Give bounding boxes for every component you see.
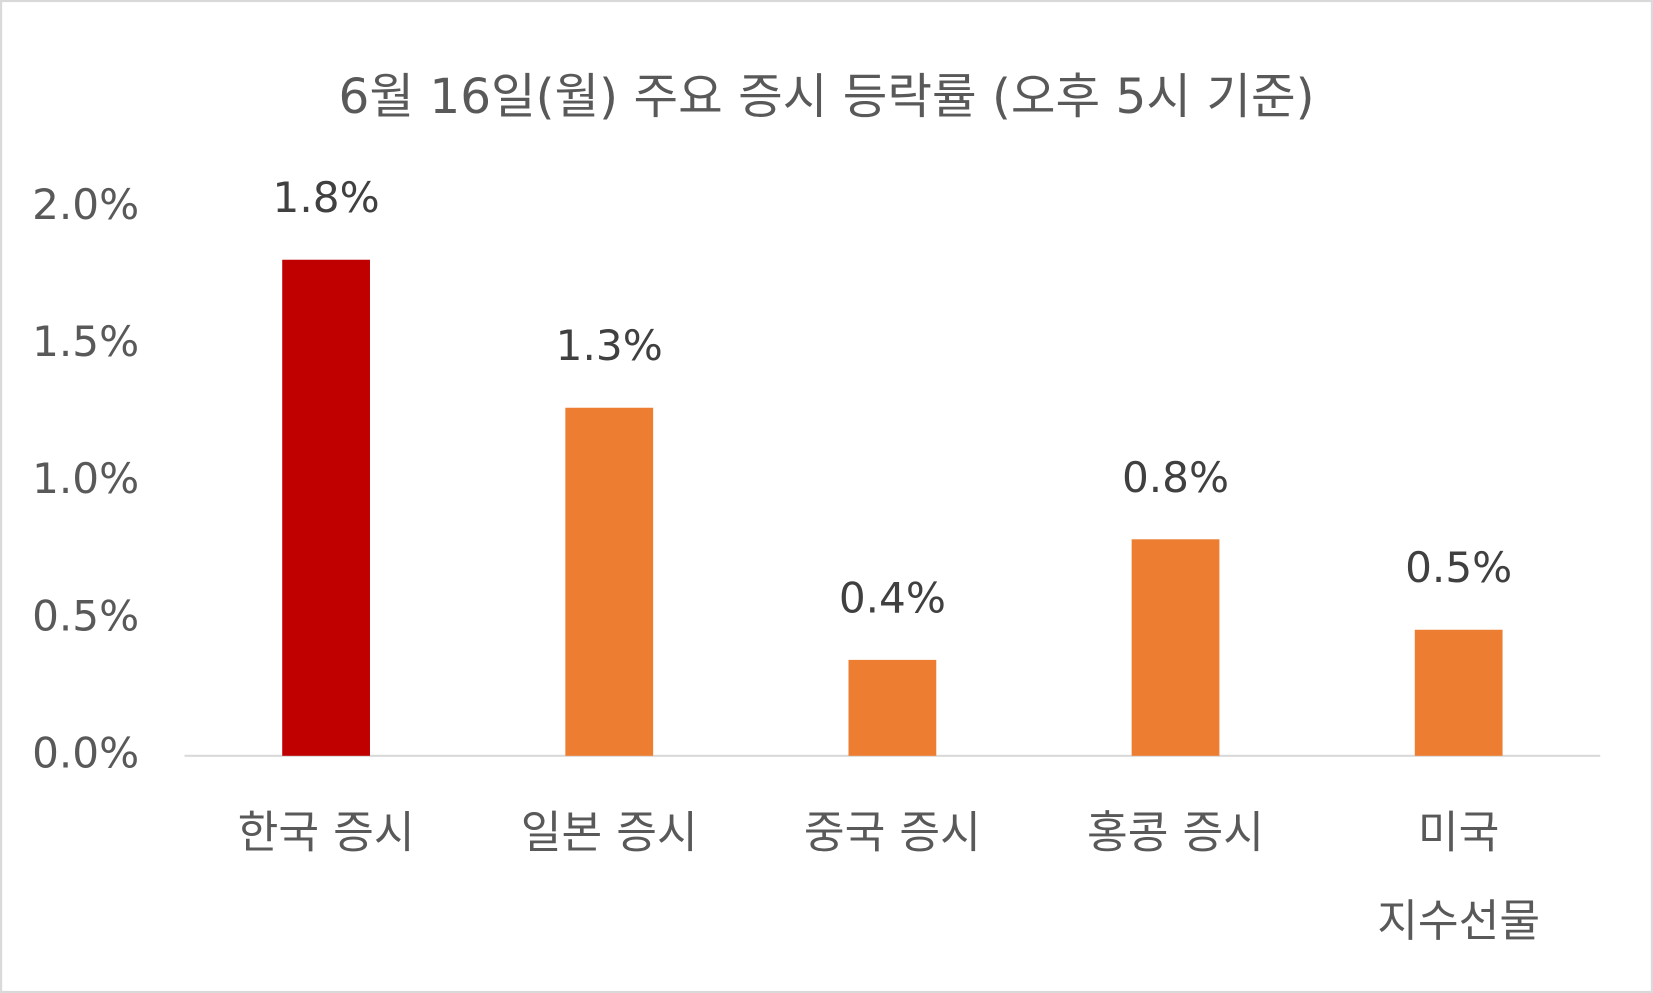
y-tick-label: 1.0% <box>32 454 139 503</box>
chart-title: 6월 16일(월) 주요 증시 등락률 (오후 5시 기준) <box>338 69 1314 125</box>
bar <box>282 259 370 756</box>
x-tick-label: 중국 증시 <box>803 806 981 859</box>
bar <box>1414 629 1503 756</box>
x-tick-label: 미국 지수선물 <box>1377 806 1541 947</box>
x-tick-label: 홍콩 증시 <box>1087 806 1265 859</box>
bar <box>848 659 937 756</box>
value-label: 1.8% <box>273 173 380 222</box>
x-tick-label-box: 한국 증시 <box>237 806 415 859</box>
value-label: 0.5% <box>1405 543 1512 592</box>
x-tick-label: 한국 증시 <box>237 806 415 859</box>
x-tick-label-box: 중국 증시 <box>803 806 981 859</box>
bar <box>1131 539 1220 756</box>
bar <box>565 407 654 756</box>
x-tick-label: 일본 증시 <box>520 806 698 859</box>
value-label: 0.8% <box>1122 453 1229 502</box>
x-tick-label-box: 홍콩 증시 <box>1087 806 1265 859</box>
y-tick-label: 0.5% <box>32 591 139 640</box>
y-tick-label: 2.0% <box>32 180 139 229</box>
x-tick-label-box: 일본 증시 <box>520 806 698 859</box>
value-label: 0.4% <box>839 573 946 622</box>
y-tick-label: 0.0% <box>32 728 139 777</box>
value-label: 1.3% <box>556 321 663 370</box>
y-tick-label: 1.5% <box>32 317 139 366</box>
x-tick-label-box: 미국 지수선물 <box>1377 806 1541 947</box>
